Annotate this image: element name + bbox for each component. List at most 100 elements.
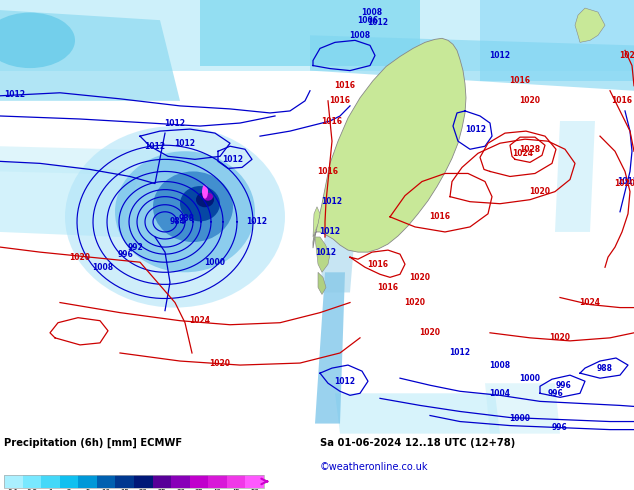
Text: 1012: 1012: [4, 90, 25, 99]
Text: 1024: 1024: [190, 316, 210, 325]
Text: ©weatheronline.co.uk: ©weatheronline.co.uk: [320, 462, 429, 472]
Ellipse shape: [0, 13, 75, 68]
Text: 1016: 1016: [377, 283, 399, 292]
Text: 50: 50: [250, 489, 259, 490]
Bar: [245, 475, 264, 488]
Text: 1016: 1016: [335, 81, 356, 90]
Text: 0.5: 0.5: [26, 489, 37, 490]
Text: 1000: 1000: [519, 374, 541, 383]
Bar: [41, 475, 60, 488]
Text: 1020: 1020: [614, 179, 634, 188]
Text: 45: 45: [232, 489, 240, 490]
Text: 1020: 1020: [529, 187, 550, 196]
Text: 40: 40: [213, 489, 222, 490]
Text: Sa 01-06-2024 12..18 UTC (12+78): Sa 01-06-2024 12..18 UTC (12+78): [320, 438, 515, 448]
Polygon shape: [313, 207, 320, 237]
Text: 1016: 1016: [318, 167, 339, 176]
Text: 1008: 1008: [349, 31, 370, 40]
Text: 1012: 1012: [316, 247, 337, 257]
Text: 1012: 1012: [489, 51, 510, 60]
Bar: [190, 475, 209, 488]
Text: 996: 996: [555, 381, 571, 390]
Text: Precipitation (6h) [mm] ECMWF: Precipitation (6h) [mm] ECMWF: [4, 438, 182, 448]
Bar: [78, 475, 97, 488]
Text: 1016: 1016: [368, 260, 389, 269]
Text: 1020: 1020: [550, 333, 571, 343]
Text: 1020: 1020: [410, 273, 430, 282]
Text: 1012: 1012: [368, 18, 389, 26]
Text: 1012: 1012: [174, 139, 195, 147]
Text: 0.1: 0.1: [8, 489, 19, 490]
Text: 1012: 1012: [320, 227, 340, 237]
Text: 20: 20: [139, 489, 148, 490]
Polygon shape: [480, 0, 634, 81]
Bar: [153, 475, 171, 488]
Text: 1008: 1008: [93, 263, 113, 272]
Ellipse shape: [196, 192, 214, 207]
Text: 1020: 1020: [209, 359, 231, 368]
Text: 1020: 1020: [420, 328, 441, 337]
Polygon shape: [0, 10, 180, 101]
Text: 1016: 1016: [321, 117, 342, 125]
Ellipse shape: [202, 185, 208, 198]
Bar: [227, 475, 245, 488]
Text: 988: 988: [179, 214, 195, 223]
Text: 1020: 1020: [519, 97, 541, 105]
Ellipse shape: [203, 193, 213, 201]
Polygon shape: [0, 146, 200, 176]
Text: 996: 996: [552, 423, 568, 432]
Text: 1020: 1020: [70, 253, 91, 262]
Text: 1000: 1000: [205, 258, 226, 267]
Text: 1012: 1012: [465, 124, 486, 134]
Ellipse shape: [180, 186, 220, 221]
Text: 1012: 1012: [145, 142, 165, 151]
Polygon shape: [313, 38, 466, 252]
Text: 1016: 1016: [510, 76, 531, 85]
Text: 996: 996: [117, 249, 133, 259]
Polygon shape: [315, 272, 345, 423]
Text: 1012: 1012: [450, 348, 470, 358]
Text: 30: 30: [176, 489, 185, 490]
Text: 1012: 1012: [223, 155, 243, 164]
Bar: [115, 475, 134, 488]
Text: 1006: 1006: [358, 16, 378, 24]
Text: 1016: 1016: [330, 97, 351, 105]
Bar: [4, 475, 23, 488]
Text: 1016: 1016: [612, 97, 633, 105]
Bar: [60, 475, 78, 488]
Text: 1024: 1024: [579, 298, 600, 307]
Text: 988: 988: [597, 364, 613, 372]
Text: 1004: 1004: [489, 389, 510, 398]
Text: 1016: 1016: [429, 212, 451, 221]
Text: 1012: 1012: [247, 218, 268, 226]
Bar: [4, 475, 264, 488]
Text: 1012: 1012: [321, 197, 342, 206]
Polygon shape: [315, 237, 330, 272]
Ellipse shape: [153, 172, 233, 242]
Text: 1012: 1012: [335, 377, 356, 386]
Polygon shape: [335, 393, 500, 434]
Bar: [97, 475, 115, 488]
Polygon shape: [310, 35, 634, 91]
Text: 1028: 1028: [519, 145, 541, 154]
Text: 10: 10: [101, 489, 111, 490]
Text: 35: 35: [195, 489, 204, 490]
Bar: [171, 475, 190, 488]
Bar: [23, 475, 41, 488]
Polygon shape: [485, 383, 560, 434]
Text: 1008: 1008: [489, 361, 510, 369]
Polygon shape: [318, 272, 326, 294]
Polygon shape: [200, 0, 420, 66]
Ellipse shape: [65, 126, 285, 308]
Text: 1020: 1020: [619, 51, 634, 60]
Polygon shape: [0, 161, 140, 237]
Bar: [134, 475, 153, 488]
Text: 1008: 1008: [361, 8, 382, 17]
Polygon shape: [320, 232, 355, 293]
Text: 1020: 1020: [404, 298, 425, 307]
Bar: [209, 475, 227, 488]
Text: 25: 25: [157, 489, 166, 490]
Text: 2: 2: [67, 489, 71, 490]
Text: 992: 992: [127, 243, 143, 251]
Text: 996: 996: [547, 389, 563, 398]
